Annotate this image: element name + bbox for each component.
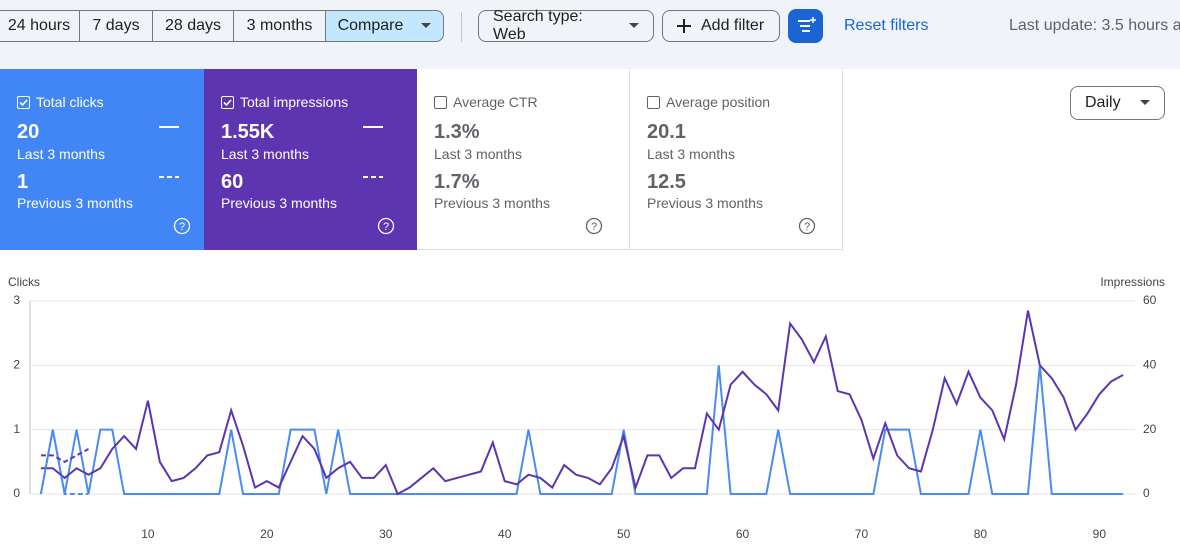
card-period: Last 3 months	[434, 146, 522, 162]
y2-tick-label: 40	[1143, 358, 1157, 372]
metric-card[interactable]: Total clicks 20 Last 3 months 1 Previous 3 m…	[0, 69, 204, 250]
help-icon[interactable]: ?	[173, 217, 191, 235]
separator	[461, 12, 462, 42]
granularity: Daily	[1085, 94, 1121, 111]
granularity-button[interactable]: Daily	[1070, 86, 1165, 120]
x-tick-label: 10	[141, 527, 155, 541]
card-value: 20.1	[647, 121, 686, 143]
y-axis-label: Clicks	[8, 275, 40, 289]
filter-icon	[798, 17, 816, 32]
svg-text:?: ?	[591, 221, 597, 233]
y-tick-label: 2	[13, 358, 20, 372]
y-tick-label: 1	[13, 422, 20, 436]
card-label: Average position	[647, 94, 770, 110]
data-line	[40, 310, 1124, 496]
data-line	[39, 429, 89, 495]
svg-text:?: ?	[383, 221, 389, 233]
check	[223, 98, 232, 106]
reset-filters[interactable]: Reset filters	[844, 17, 929, 34]
y2-tick-label: 20	[1143, 422, 1157, 436]
last-update: Last update: 3.5 hours a	[1009, 17, 1180, 34]
card-value: 20	[17, 121, 40, 143]
line-style-icons	[363, 126, 383, 178]
check	[19, 98, 28, 106]
card-label-text: Average position	[666, 94, 771, 110]
data-line	[39, 365, 1124, 495]
date-range-button[interactable]: 7 days	[79, 10, 152, 42]
x-tick-label: 20	[260, 527, 274, 541]
card-period: Last 3 months	[221, 146, 309, 162]
compare: Compare	[337, 17, 404, 34]
metric-card[interactable]: Total impressions 1.55K Last 3 months 60 Pre…	[204, 69, 417, 250]
card-value: 1.3%	[434, 121, 480, 143]
x-tick-label: 30	[379, 527, 393, 541]
card-prev-value: 1	[17, 171, 29, 193]
add-filter-button[interactable]: Add filter	[662, 10, 780, 42]
add-filter: Add filter	[701, 17, 765, 34]
y-tick-label: 0	[13, 486, 20, 500]
card-prev-period: Previous 3 months	[434, 195, 550, 211]
caret	[629, 23, 639, 28]
svg-text:?: ?	[804, 221, 810, 233]
metric-card[interactable]: Average position 20.1 Last 3 months 12.5 Pre…	[630, 69, 843, 250]
date-range-button[interactable]: 24 hours	[0, 10, 79, 42]
card-period: Last 3 months	[647, 146, 735, 162]
caret	[1140, 100, 1150, 105]
metric-card[interactable]: Average CTR 1.3% Last 3 months 1.7% Previous…	[417, 69, 630, 250]
card-label-text: Total clicks	[36, 94, 104, 110]
card-label-text: Average CTR	[453, 94, 538, 110]
y2-axis-label: Impressions	[1100, 275, 1165, 289]
card-prev-value: 12.5	[647, 171, 686, 193]
checkbox	[17, 95, 30, 109]
checkbox	[221, 95, 234, 109]
plus-icon	[677, 19, 691, 33]
card-prev-value: 60	[221, 171, 244, 193]
data-line	[40, 448, 89, 463]
card-label: Total impressions	[221, 94, 348, 110]
checkbox	[434, 95, 447, 109]
x-tick-label: 60	[736, 527, 750, 541]
card-label-text: Total impressions	[240, 94, 349, 110]
x-tick-label: 50	[617, 527, 631, 541]
card-label: Total clicks	[17, 94, 104, 110]
help-icon[interactable]: ?	[585, 217, 603, 235]
card-prev-period: Previous 3 months	[647, 195, 763, 211]
card-value: 1.55K	[221, 121, 275, 143]
x-tick-label: 40	[498, 527, 512, 541]
x-tick-label: 70	[855, 527, 869, 541]
y2-tick-label: 0	[1143, 486, 1150, 500]
card-prev-period: Previous 3 months	[221, 195, 337, 211]
help-icon[interactable]: ?	[798, 217, 816, 235]
search-type-button[interactable]: Search type: Web	[478, 8, 654, 43]
y-tick-label: 3	[13, 293, 20, 307]
date-range-button[interactable]: 28 days	[152, 10, 233, 42]
x-tick-label: 90	[1093, 527, 1107, 541]
date-range-button[interactable]: 3 months	[233, 10, 325, 42]
x-tick-label: 80	[974, 527, 988, 541]
search-type: Search type: Web	[493, 8, 583, 43]
line-style-icons	[159, 126, 179, 178]
card-prev-value: 1.7%	[434, 171, 480, 193]
y2-tick-label: 60	[1143, 293, 1157, 307]
caret	[421, 23, 432, 28]
compare-button[interactable]: Compare	[325, 10, 444, 42]
card-period: Last 3 months	[17, 146, 105, 162]
card-prev-period: Previous 3 months	[17, 195, 133, 211]
checkbox	[647, 95, 660, 109]
filter-icon-button[interactable]	[788, 9, 823, 43]
help-icon[interactable]: ?	[377, 217, 395, 235]
card-label: Average CTR	[434, 94, 538, 110]
svg-text:?: ?	[179, 221, 185, 233]
